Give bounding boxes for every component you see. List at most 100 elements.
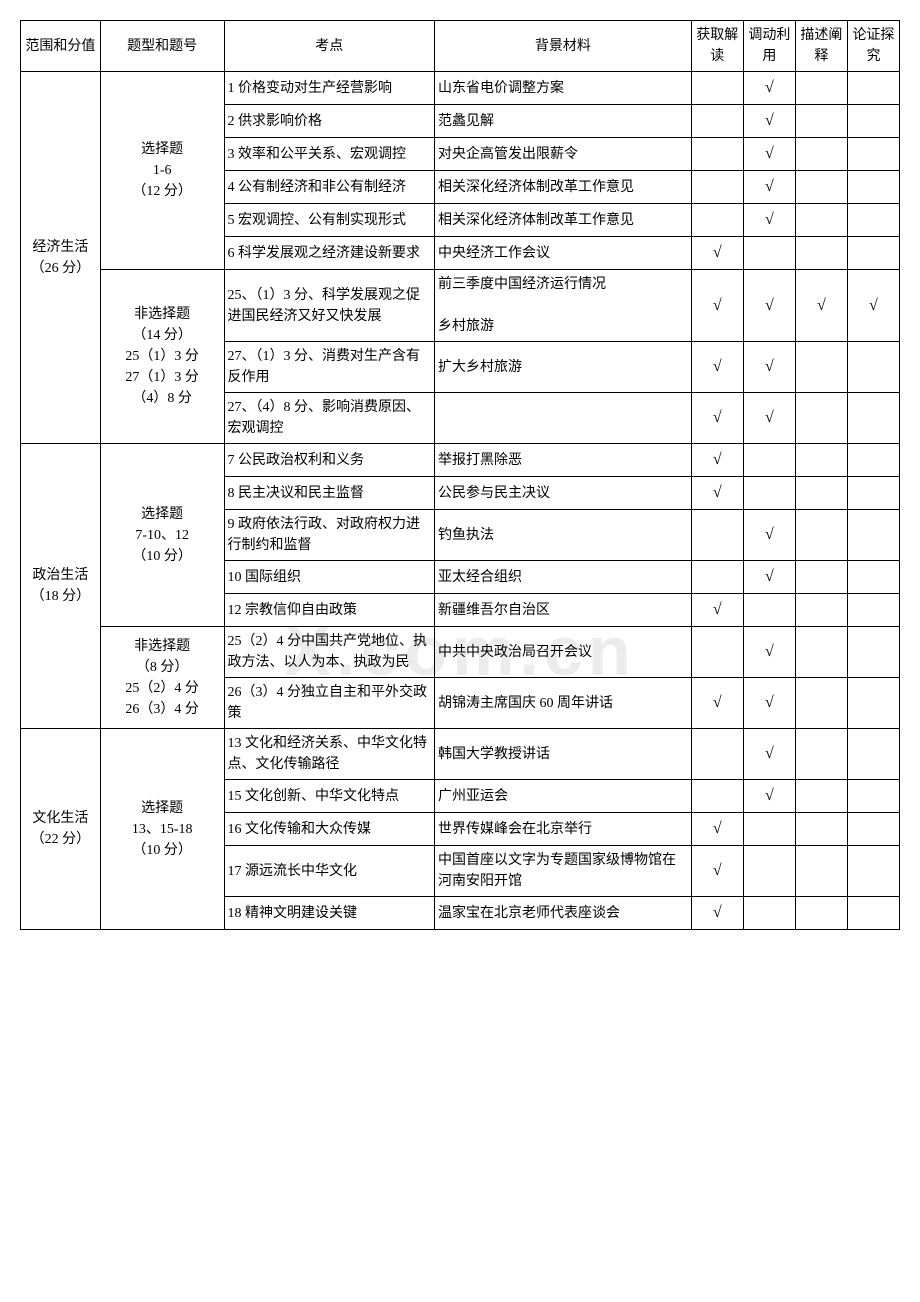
- point-cell: 27、（4）8 分、影响消费原因、宏观调控: [224, 393, 434, 444]
- point-cell: 7 公民政治权利和义务: [224, 444, 434, 477]
- qtype-cell: 非选择题 （14 分） 25（1）3 分 27（1）3 分 （4）8 分: [100, 270, 224, 444]
- header-c4: 论证探究: [847, 21, 899, 72]
- check-cell: [795, 780, 847, 813]
- header-point: 考点: [224, 21, 434, 72]
- check-cell: √: [743, 138, 795, 171]
- bg-cell: 举报打黑除恶: [435, 444, 692, 477]
- check-cell: [847, 780, 899, 813]
- check-cell: [847, 237, 899, 270]
- check-cell: √: [691, 678, 743, 729]
- table-row: 非选择题 （8 分） 25（2）4 分 26（3）4 分25（2）4 分中国共产…: [21, 627, 900, 678]
- check-cell: √: [743, 510, 795, 561]
- point-cell: 1 价格变动对生产经营影响: [224, 72, 434, 105]
- check-cell: [795, 813, 847, 846]
- check-cell: [847, 627, 899, 678]
- check-cell: √: [691, 897, 743, 930]
- point-cell: 16 文化传输和大众传媒: [224, 813, 434, 846]
- point-cell: 25、（1）3 分、科学发展观之促进国民经济又好又快发展: [224, 270, 434, 342]
- check-cell: [847, 342, 899, 393]
- check-cell: [847, 72, 899, 105]
- scope-cell: 政治生活（18 分）: [21, 444, 101, 729]
- check-cell: [847, 561, 899, 594]
- check-cell: [743, 594, 795, 627]
- point-cell: 3 效率和公平关系、宏观调控: [224, 138, 434, 171]
- check-cell: [847, 105, 899, 138]
- check-cell: [847, 813, 899, 846]
- scope-cell: 文化生活（22 分）: [21, 729, 101, 930]
- check-cell: [691, 171, 743, 204]
- check-cell: √: [691, 237, 743, 270]
- check-cell: [691, 72, 743, 105]
- check-cell: √: [691, 477, 743, 510]
- check-cell: √: [743, 561, 795, 594]
- check-cell: √: [691, 393, 743, 444]
- qtype-cell: 选择题 13、15-18 （10 分）: [100, 729, 224, 930]
- point-cell: 6 科学发展观之经济建设新要求: [224, 237, 434, 270]
- scope-cell: 经济生活（26 分）: [21, 72, 101, 444]
- point-cell: 26（3）4 分独立自主和平外交政策: [224, 678, 434, 729]
- check-cell: [743, 846, 795, 897]
- bg-cell: 扩大乡村旅游: [435, 342, 692, 393]
- check-cell: [847, 204, 899, 237]
- point-cell: 17 源远流长中华文化: [224, 846, 434, 897]
- check-cell: [795, 678, 847, 729]
- check-cell: [795, 171, 847, 204]
- check-cell: [691, 510, 743, 561]
- check-cell: [691, 561, 743, 594]
- point-cell: 12 宗教信仰自由政策: [224, 594, 434, 627]
- check-cell: [847, 477, 899, 510]
- point-cell: 27、（1）3 分、消费对生产含有反作用: [224, 342, 434, 393]
- qtype-cell: 选择题 1-6 （12 分）: [100, 72, 224, 270]
- bg-cell: 胡锦涛主席国庆 60 周年讲话: [435, 678, 692, 729]
- point-cell: 2 供求影响价格: [224, 105, 434, 138]
- check-cell: [743, 813, 795, 846]
- check-cell: √: [743, 780, 795, 813]
- check-cell: [847, 678, 899, 729]
- check-cell: √: [743, 105, 795, 138]
- check-cell: [743, 444, 795, 477]
- check-cell: [691, 627, 743, 678]
- bg-cell: 相关深化经济体制改革工作意见: [435, 171, 692, 204]
- bg-cell: 前三季度中国经济运行情况 乡村旅游: [435, 270, 692, 342]
- bg-cell: 钓鱼执法: [435, 510, 692, 561]
- check-cell: √: [691, 813, 743, 846]
- check-cell: √: [743, 393, 795, 444]
- bg-cell: 范蠡见解: [435, 105, 692, 138]
- check-cell: √: [743, 729, 795, 780]
- check-cell: [795, 594, 847, 627]
- check-cell: √: [743, 204, 795, 237]
- check-cell: [691, 105, 743, 138]
- check-cell: [743, 897, 795, 930]
- check-cell: [847, 138, 899, 171]
- point-cell: 18 精神文明建设关键: [224, 897, 434, 930]
- check-cell: [847, 846, 899, 897]
- point-cell: 25（2）4 分中国共产党地位、执政方法、以人为本、执政为民: [224, 627, 434, 678]
- check-cell: √: [691, 342, 743, 393]
- check-cell: [691, 204, 743, 237]
- check-cell: √: [743, 72, 795, 105]
- table-row: 经济生活（26 分）选择题 1-6 （12 分）1 价格变动对生产经营影响山东省…: [21, 72, 900, 105]
- check-cell: [847, 594, 899, 627]
- check-cell: [795, 846, 847, 897]
- point-cell: 15 文化创新、中华文化特点: [224, 780, 434, 813]
- check-cell: [691, 138, 743, 171]
- header-row: 范围和分值 题型和题号 考点 背景材料 获取解读 调动利用 描述阐释 论证探究: [21, 21, 900, 72]
- check-cell: √: [743, 270, 795, 342]
- check-cell: [795, 72, 847, 105]
- check-cell: √: [691, 594, 743, 627]
- bg-cell: 韩国大学教授讲话: [435, 729, 692, 780]
- header-c1: 获取解读: [691, 21, 743, 72]
- check-cell: √: [795, 270, 847, 342]
- check-cell: [795, 444, 847, 477]
- check-cell: [795, 627, 847, 678]
- check-cell: √: [691, 270, 743, 342]
- point-cell: 4 公有制经济和非公有制经济: [224, 171, 434, 204]
- check-cell: [691, 780, 743, 813]
- point-cell: 5 宏观调控、公有制实现形式: [224, 204, 434, 237]
- check-cell: √: [847, 270, 899, 342]
- check-cell: √: [743, 171, 795, 204]
- check-cell: [795, 393, 847, 444]
- check-cell: √: [691, 846, 743, 897]
- bg-cell: 亚太经合组织: [435, 561, 692, 594]
- point-cell: 9 政府依法行政、对政府权力进行制约和监督: [224, 510, 434, 561]
